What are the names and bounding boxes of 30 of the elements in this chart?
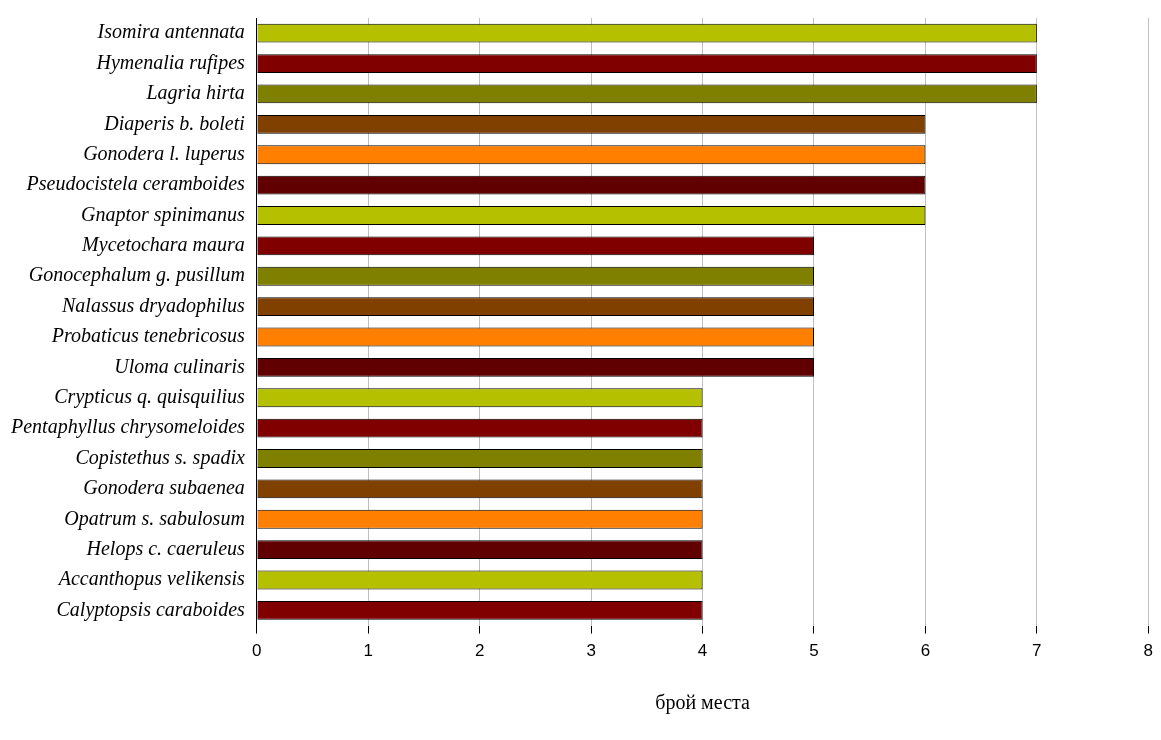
x-axis-title: брой места <box>655 691 750 715</box>
y-tick-label: Isomira antennata <box>96 20 245 43</box>
y-tick-label: Gonodera subaenea <box>83 476 245 499</box>
y-tick-label: Opatrum s. sabulosum <box>64 506 245 530</box>
y-tick-label: Gnaptor spinimanus <box>80 202 246 226</box>
x-tick-label: 1 <box>363 641 373 661</box>
x-tick-label: 2 <box>474 641 485 661</box>
y-tick-label: Nalassus dryadophilus <box>61 293 246 317</box>
y-tick-label: Gonodera l. luperus <box>83 141 246 165</box>
y-tick-label: Accanthopus velikensis <box>56 567 246 591</box>
y-tick-label: Pseudocistela ceramboides <box>25 172 246 195</box>
x-tick-label: 5 <box>809 641 819 661</box>
y-tick-label: Mycetochara maura <box>81 233 245 257</box>
y-tick-label: Probaticus tenebricosus <box>50 324 246 347</box>
x-tick-label: 7 <box>1032 641 1042 661</box>
y-tick-label: Diaperis b. boleti <box>103 111 245 135</box>
x-tick-label: 6 <box>920 641 931 661</box>
x-tick-label: 3 <box>586 641 596 661</box>
y-tick-label: Gonocephalum g. pusillum <box>28 263 245 287</box>
y-tick-label: Uloma culinaris <box>114 354 246 377</box>
y-tick-label: Copistethus s. spadix <box>75 445 245 469</box>
x-tick-label: 0 <box>252 641 262 661</box>
x-tick-label: 4 <box>697 641 708 661</box>
y-tick-label: Lagria hirta <box>145 81 245 105</box>
y-tick-label: Crypticus q. quisquilius <box>54 385 246 408</box>
y-tick-label: Pentaphyllus chrysomeloides <box>9 415 246 439</box>
y-tick-label: Hymenalia rufipes <box>95 50 246 74</box>
y-tick-label: Calyptopsis caraboides <box>56 597 246 621</box>
x-tick-label: 8 <box>1143 641 1154 661</box>
y-tick-label: Helops c. caeruleus <box>85 536 246 560</box>
